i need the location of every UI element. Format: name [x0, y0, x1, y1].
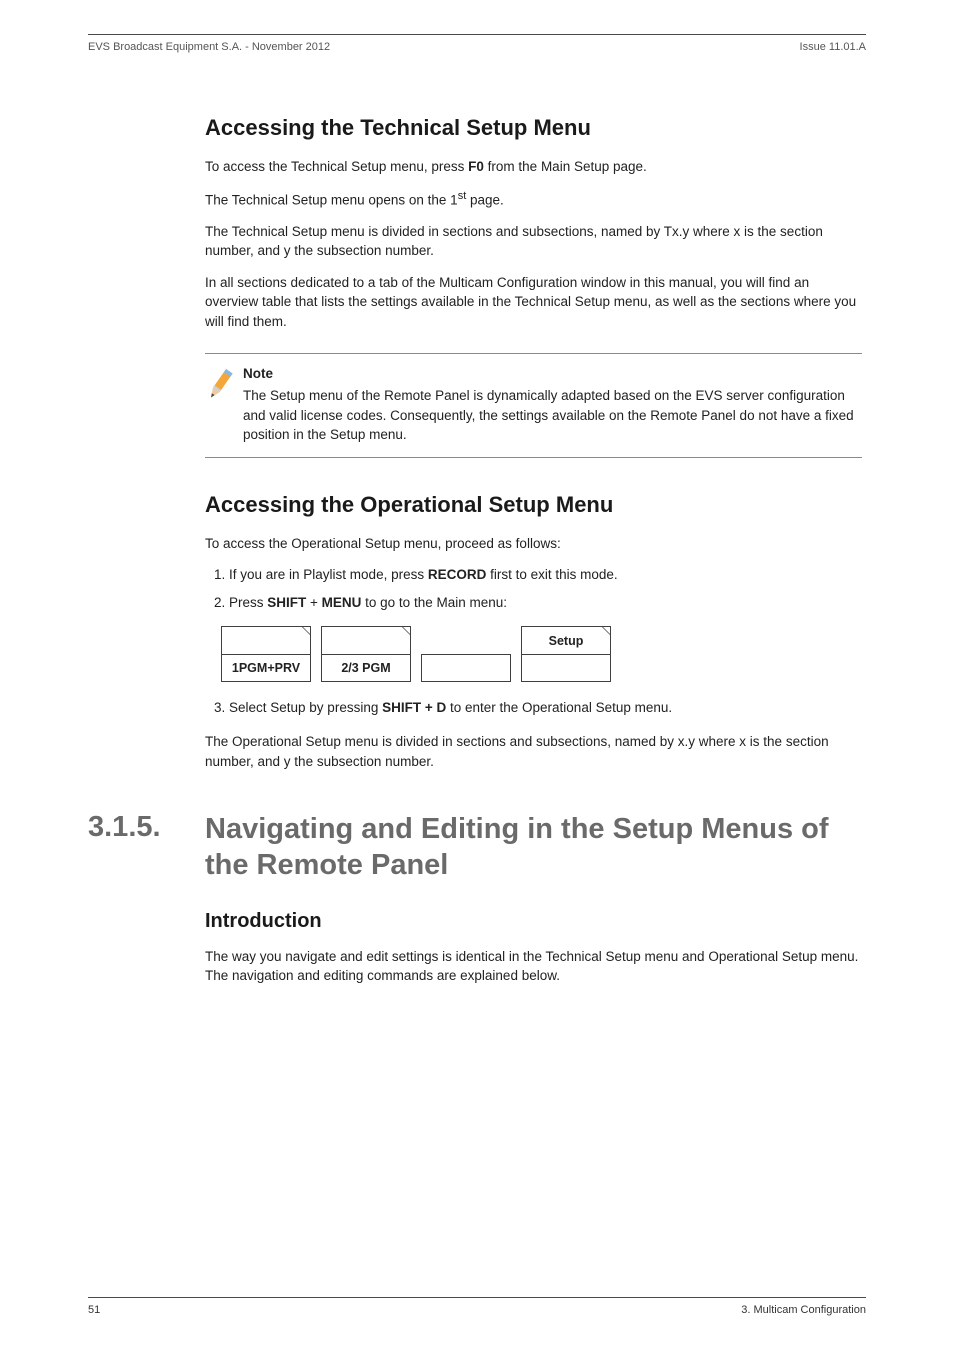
key-record: RECORD: [428, 567, 487, 582]
menu-col-2: 2/3 PGM: [321, 626, 411, 682]
key-shift: SHIFT: [267, 595, 306, 610]
tech-p4: In all sections dedicated to a tab of th…: [205, 273, 862, 332]
header-left: EVS Broadcast Equipment S.A. - November …: [88, 41, 330, 53]
menu-cell-r1c1: [221, 626, 311, 654]
heading-title: Navigating and Editing in the Setup Menu…: [205, 811, 862, 884]
text: to go to the Main menu:: [361, 595, 507, 610]
key-menu: MENU: [322, 595, 362, 610]
text: The Technical Setup menu opens on the 1: [205, 192, 458, 207]
text: to enter the Operational Setup menu.: [446, 700, 672, 715]
note-body: The Setup menu of the Remote Panel is dy…: [243, 388, 854, 442]
text: first to exit this mode.: [486, 567, 617, 582]
text: +: [306, 595, 321, 610]
op-after: The Operational Setup menu is divided in…: [205, 732, 862, 771]
header-rule: [88, 34, 866, 35]
menu-diagram: 1PGM+PRV 2/3 PGM Setup: [221, 626, 862, 682]
tech-p2: The Technical Setup menu opens on the 1s…: [205, 189, 862, 210]
ordinal-suffix: st: [458, 190, 467, 202]
menu-col-3: [421, 626, 511, 682]
text: If you are in Playlist mode, press: [229, 567, 428, 582]
heading-technical-setup: Accessing the Technical Setup Menu: [205, 115, 862, 141]
numbered-heading: 3.1.5. Navigating and Editing in the Set…: [88, 811, 862, 884]
note-text: Note The Setup menu of the Remote Panel …: [243, 364, 862, 444]
page-footer: 51 3. Multicam Configuration: [88, 1297, 866, 1316]
key-shift-d: SHIFT + D: [382, 700, 446, 715]
heading-operational-setup: Accessing the Operational Setup Menu: [205, 492, 862, 518]
text: Select Setup by pressing: [229, 700, 382, 715]
menu-cell-r1c4: Setup: [521, 626, 611, 654]
fold-icon: [602, 627, 610, 635]
menu-cell-r1c3: [421, 626, 511, 654]
page-number: 51: [88, 1304, 100, 1316]
content-area: Accessing the Technical Setup Menu To ac…: [88, 59, 866, 986]
footer-row: 51 3. Multicam Configuration: [88, 1304, 866, 1316]
step-2: Press SHIFT + MENU to go to the Main men…: [229, 593, 862, 613]
menu-cell-r2c4: [521, 654, 611, 682]
menu-cell-r2c3: [421, 654, 511, 682]
footer-rule: [88, 1297, 866, 1298]
text: To access the Technical Setup menu, pres…: [205, 159, 468, 174]
tech-p3: The Technical Setup menu is divided in s…: [205, 222, 862, 261]
menu-col-1: 1PGM+PRV: [221, 626, 311, 682]
page-header: EVS Broadcast Equipment S.A. - November …: [88, 39, 866, 59]
fold-icon: [302, 627, 310, 635]
tech-p1: To access the Technical Setup menu, pres…: [205, 157, 862, 177]
menu-cell-r2c2: 2/3 PGM: [321, 654, 411, 682]
step-1: If you are in Playlist mode, press RECOR…: [229, 565, 862, 585]
step-3: Select Setup by pressing SHIFT + D to en…: [229, 698, 862, 718]
intro-text: The way you navigate and edit settings i…: [205, 947, 862, 986]
header-right: Issue 11.01.A: [800, 41, 866, 53]
op-intro: To access the Operational Setup menu, pr…: [205, 534, 862, 554]
text: Press: [229, 595, 267, 610]
footer-section: 3. Multicam Configuration: [741, 1304, 866, 1316]
fold-icon: [402, 627, 410, 635]
steps-list-cont: Select Setup by pressing SHIFT + D to en…: [205, 698, 862, 718]
note-label: Note: [243, 364, 862, 384]
page: EVS Broadcast Equipment S.A. - November …: [0, 0, 954, 1350]
text: Setup: [549, 634, 584, 648]
menu-cell-r1c2: [321, 626, 411, 654]
text: from the Main Setup page.: [484, 159, 647, 174]
key-f0: F0: [468, 159, 484, 174]
text: page.: [466, 192, 504, 207]
heading-introduction: Introduction: [205, 910, 862, 933]
heading-number: 3.1.5.: [88, 811, 183, 844]
steps-list: If you are in Playlist mode, press RECOR…: [205, 565, 862, 612]
menu-col-4: Setup: [521, 626, 611, 682]
pencil-icon: [205, 364, 233, 444]
menu-cell-r2c1: 1PGM+PRV: [221, 654, 311, 682]
note-box: Note The Setup menu of the Remote Panel …: [205, 353, 862, 457]
